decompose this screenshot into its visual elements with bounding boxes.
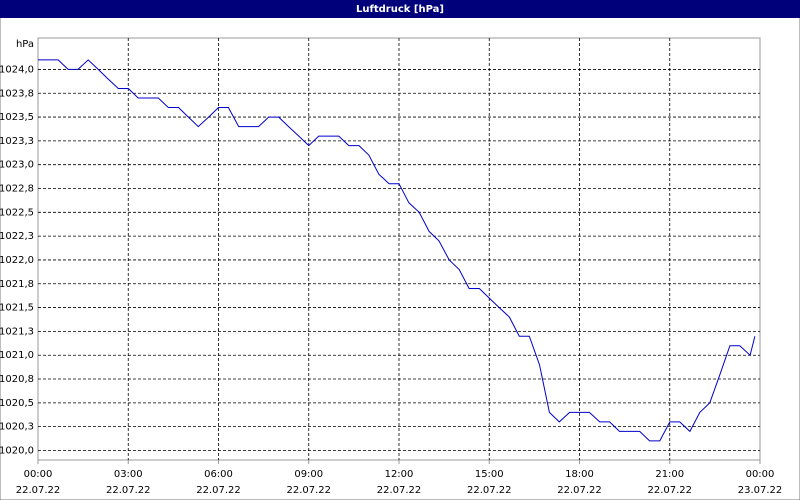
x-tick-date: 22.07.22 bbox=[557, 485, 602, 496]
x-tick-date: 22.07.22 bbox=[467, 485, 512, 496]
x-tick-date: 22.07.22 bbox=[647, 485, 692, 496]
y-tick-label: 1021,3 bbox=[0, 326, 34, 337]
data-line bbox=[38, 59, 756, 442]
x-tick-date: 22.07.22 bbox=[377, 485, 422, 496]
y-tick-label: 1020,5 bbox=[0, 398, 34, 409]
y-tick-label: 1021,8 bbox=[0, 279, 34, 290]
y-tick-label: 1022,8 bbox=[0, 184, 34, 195]
x-tick-date: 23.07.22 bbox=[738, 485, 783, 496]
y-tick-label: 1023,5 bbox=[0, 112, 34, 123]
x-tick-label: 21:00 bbox=[655, 469, 684, 480]
y-tick-label: 1020,0 bbox=[0, 445, 34, 456]
y-tick-label: 1022,5 bbox=[0, 207, 34, 218]
y-tick-label: 1022,3 bbox=[0, 231, 34, 242]
x-tick-date: 22.07.22 bbox=[16, 485, 61, 496]
y-tick-label: 1020,8 bbox=[0, 374, 34, 385]
x-tick-label: 15:00 bbox=[475, 469, 504, 480]
x-tick-label: 06:00 bbox=[204, 469, 233, 480]
x-tick-label: 00:00 bbox=[746, 469, 775, 480]
x-tick-label: 03:00 bbox=[114, 469, 143, 480]
y-unit: hPa bbox=[16, 39, 34, 50]
title-bar bbox=[0, 0, 800, 18]
y-tick-label: 1024,0 bbox=[0, 64, 34, 75]
x-tick-label: 18:00 bbox=[565, 469, 594, 480]
x-tick-label: 12:00 bbox=[385, 469, 414, 480]
y-tick-label: 1023,3 bbox=[0, 136, 34, 147]
x-tick-date: 22.07.22 bbox=[196, 485, 241, 496]
y-tick-label: 1020,3 bbox=[0, 422, 34, 433]
x-tick-label: 00:00 bbox=[24, 469, 53, 480]
y-tick-label: 1023,8 bbox=[0, 88, 34, 99]
chart-title: Luftdruck [hPa] bbox=[356, 4, 444, 15]
x-tick-date: 22.07.22 bbox=[286, 485, 331, 496]
y-tick-label: 1022,0 bbox=[0, 255, 34, 266]
y-tick-label: 1021,5 bbox=[0, 303, 34, 314]
x-tick-label: 09:00 bbox=[294, 469, 323, 480]
y-tick-label: 1021,0 bbox=[0, 350, 34, 361]
x-tick-date: 22.07.22 bbox=[106, 485, 151, 496]
y-tick-label: 1023,0 bbox=[0, 160, 34, 171]
